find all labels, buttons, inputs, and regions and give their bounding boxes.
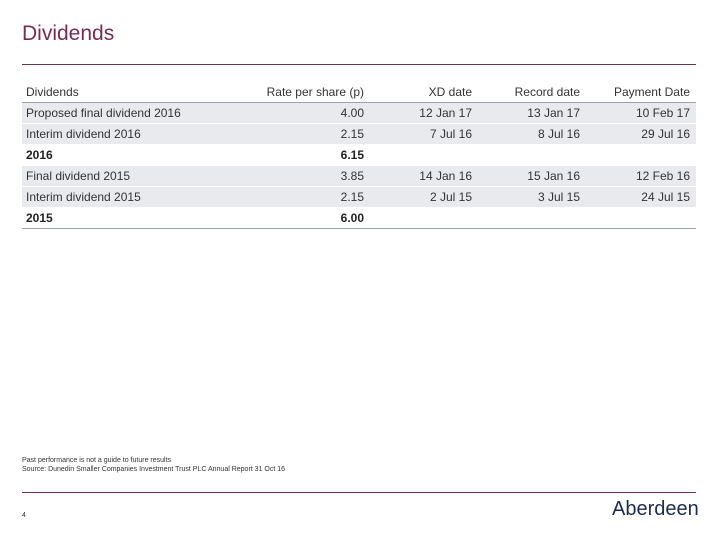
- table-cell: Proposed final dividend 2016: [22, 102, 236, 124]
- title-divider: [22, 64, 696, 65]
- table-cell: 6.00: [236, 207, 380, 229]
- header-record-date: Record date: [478, 82, 586, 103]
- table-cell: 2015: [22, 207, 236, 229]
- table-cell: [380, 144, 478, 166]
- table-cell: Final dividend 2015: [22, 165, 236, 187]
- total-row: 2015 6.00: [22, 207, 696, 229]
- table-cell: 6.15: [236, 144, 380, 166]
- footnote-disclaimer: Past performance is not a guide to futur…: [22, 457, 172, 464]
- table-cell: [586, 207, 696, 229]
- table-cell: 29 Jul 16: [586, 123, 696, 145]
- table-cell: Interim dividend 2016: [22, 123, 236, 145]
- footnote: Past performance is not a guide to futur…: [22, 456, 285, 474]
- table-body: Proposed final dividend 2016 4.00 12 Jan 1…: [22, 102, 696, 229]
- page-title: Dividends: [22, 22, 115, 45]
- table-cell: [586, 144, 696, 166]
- page-number: 4: [22, 512, 26, 519]
- table-cell: 2.15: [236, 123, 380, 145]
- table-cell: 2016: [22, 144, 236, 166]
- table-cell: 3.85: [236, 165, 380, 187]
- dividends-table: Dividends Rate per share (p) XD date Rec…: [22, 82, 696, 229]
- table-cell: 13 Jan 17: [478, 102, 586, 124]
- header-payment-date: Payment Date: [586, 82, 696, 103]
- table-cell: Interim dividend 2015: [22, 186, 236, 208]
- header-rate: Rate per share (p): [236, 82, 380, 103]
- table-header-row: Dividends Rate per share (p) XD date Rec…: [22, 82, 696, 103]
- total-row: 2016 6.15: [22, 144, 696, 166]
- footer-divider: [22, 492, 696, 493]
- table-cell: 10 Feb 17: [586, 102, 696, 124]
- table-row: Interim dividend 2016 2.15 7 Jul 16 8 Jul 1…: [22, 123, 696, 145]
- table-cell: 14 Jan 16: [380, 165, 478, 187]
- aberdeen-logo: Aberdeen: [612, 498, 699, 520]
- table-row: Final dividend 2015 3.85 14 Jan 16 15 Jan 1…: [22, 165, 696, 187]
- table-cell: 2.15: [236, 186, 380, 208]
- table-cell: 15 Jan 16: [478, 165, 586, 187]
- table-cell: 8 Jul 16: [478, 123, 586, 145]
- table-cell: [478, 144, 586, 166]
- header-xd-date: XD date: [380, 82, 478, 103]
- table-cell: 2 Jul 15: [380, 186, 478, 208]
- table-cell: 3 Jul 15: [478, 186, 586, 208]
- table-cell: 7 Jul 16: [380, 123, 478, 145]
- table-cell: [380, 207, 478, 229]
- table-row: Interim dividend 2015 2.15 2 Jul 15 3 Jul 1…: [22, 186, 696, 208]
- table-cell: 4.00: [236, 102, 380, 124]
- table-row: Proposed final dividend 2016 4.00 12 Jan 1…: [22, 102, 696, 124]
- header-dividends: Dividends: [22, 82, 236, 103]
- table-cell: 12 Jan 17: [380, 102, 478, 124]
- table-cell: [478, 207, 586, 229]
- footnote-source: Source: Dunedin Smaller Companies Invest…: [22, 466, 286, 473]
- table-cell: 24 Jul 15: [586, 186, 696, 208]
- table-cell: 12 Feb 16: [586, 165, 696, 187]
